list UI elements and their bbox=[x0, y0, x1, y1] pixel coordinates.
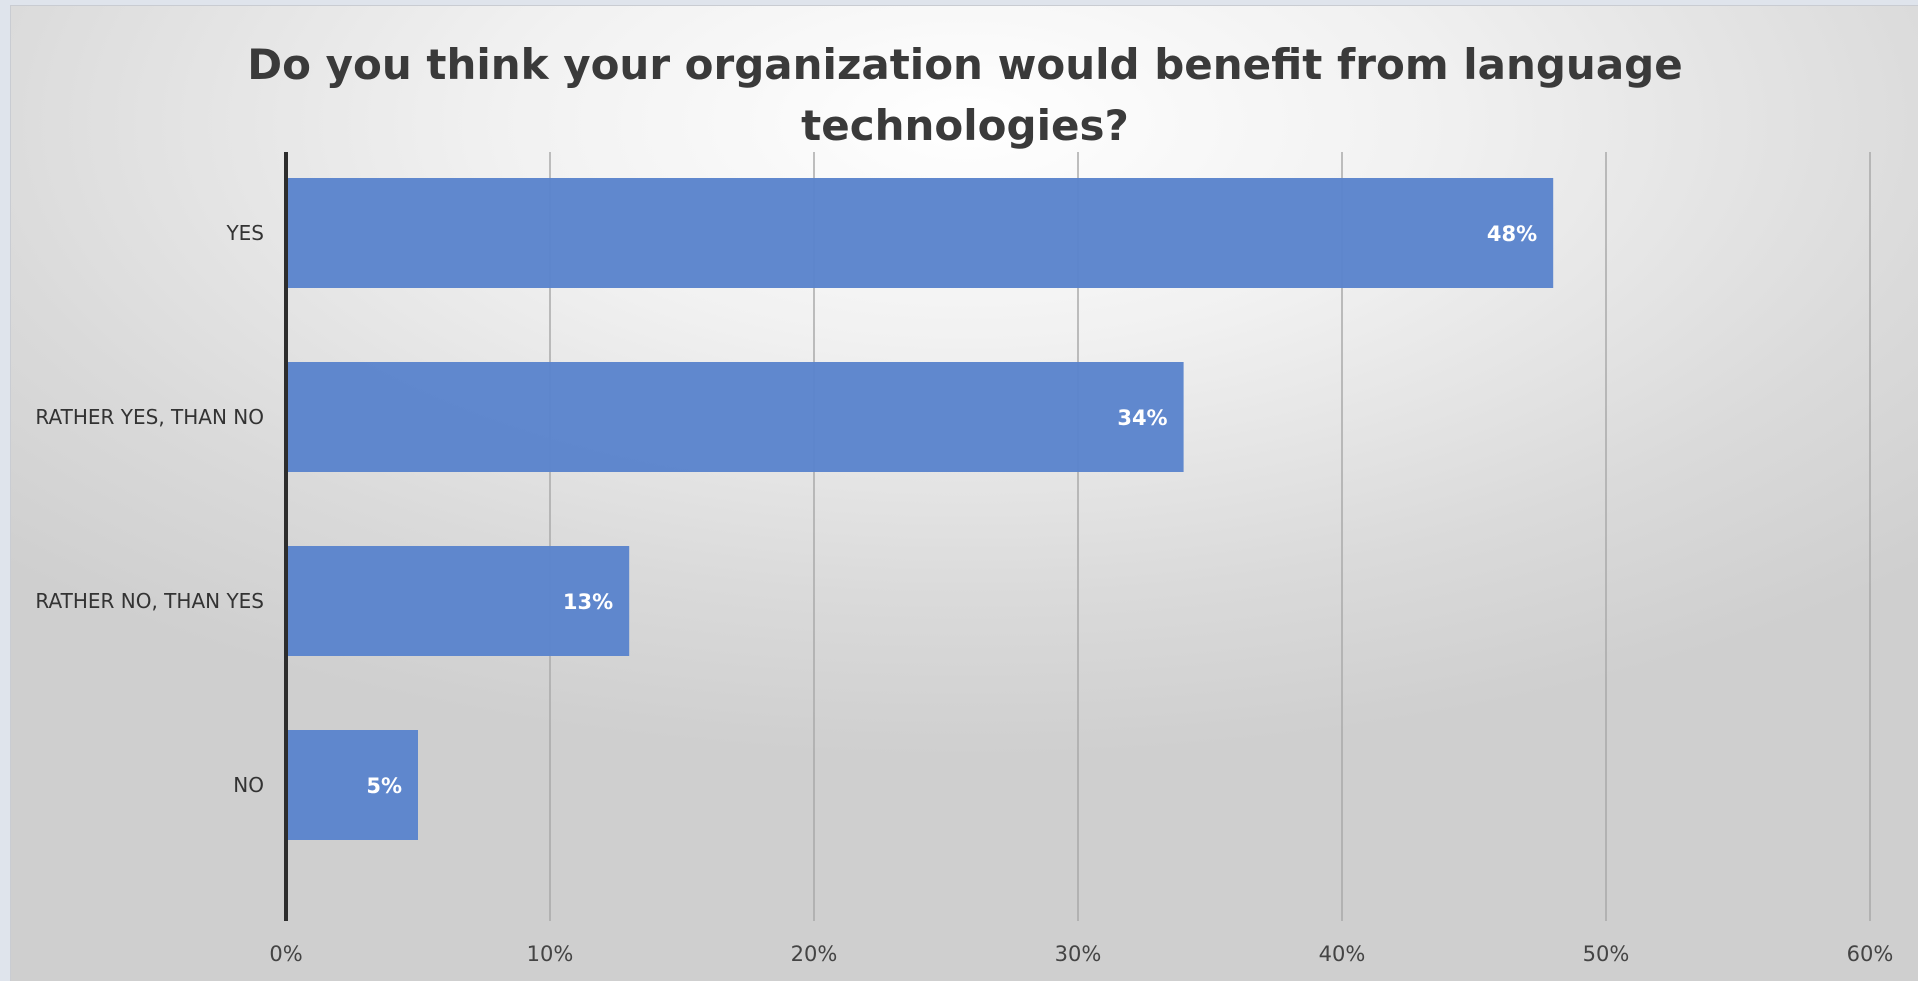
x-tick-label: 30% bbox=[1055, 942, 1102, 966]
chart-title-line-2: technologies? bbox=[801, 101, 1129, 150]
data-label: 13% bbox=[563, 590, 613, 614]
data-label: 48% bbox=[1487, 222, 1537, 246]
bar bbox=[286, 730, 418, 840]
x-tick-label: 0% bbox=[269, 942, 302, 966]
chart-frame: Do you think your organization would ben… bbox=[10, 5, 1918, 981]
category-label: NO bbox=[233, 773, 264, 797]
x-tick-label: 40% bbox=[1319, 942, 1366, 966]
x-tick-label: 10% bbox=[527, 942, 574, 966]
category-label: RATHER NO, THAN YES bbox=[35, 589, 264, 613]
x-tick-label: 20% bbox=[791, 942, 838, 966]
data-label: 34% bbox=[1117, 406, 1167, 430]
chart-title-line-1: Do you think your organization would ben… bbox=[247, 40, 1683, 89]
category-label: RATHER YES, THAN NO bbox=[35, 405, 264, 429]
chart-title: Do you think your organization would ben… bbox=[11, 34, 1918, 156]
category-label: YES bbox=[225, 221, 264, 245]
x-tick-label: 60% bbox=[1847, 942, 1894, 966]
bar bbox=[286, 546, 630, 656]
bar bbox=[286, 362, 1184, 472]
x-tick-label: 50% bbox=[1583, 942, 1630, 966]
data-label: 5% bbox=[366, 774, 402, 798]
bar-chart: 0% 10% 20% 30% 40% 50% 60% YES 48% RATHER YES, TH… bbox=[35, 152, 1894, 966]
bar bbox=[286, 178, 1554, 288]
